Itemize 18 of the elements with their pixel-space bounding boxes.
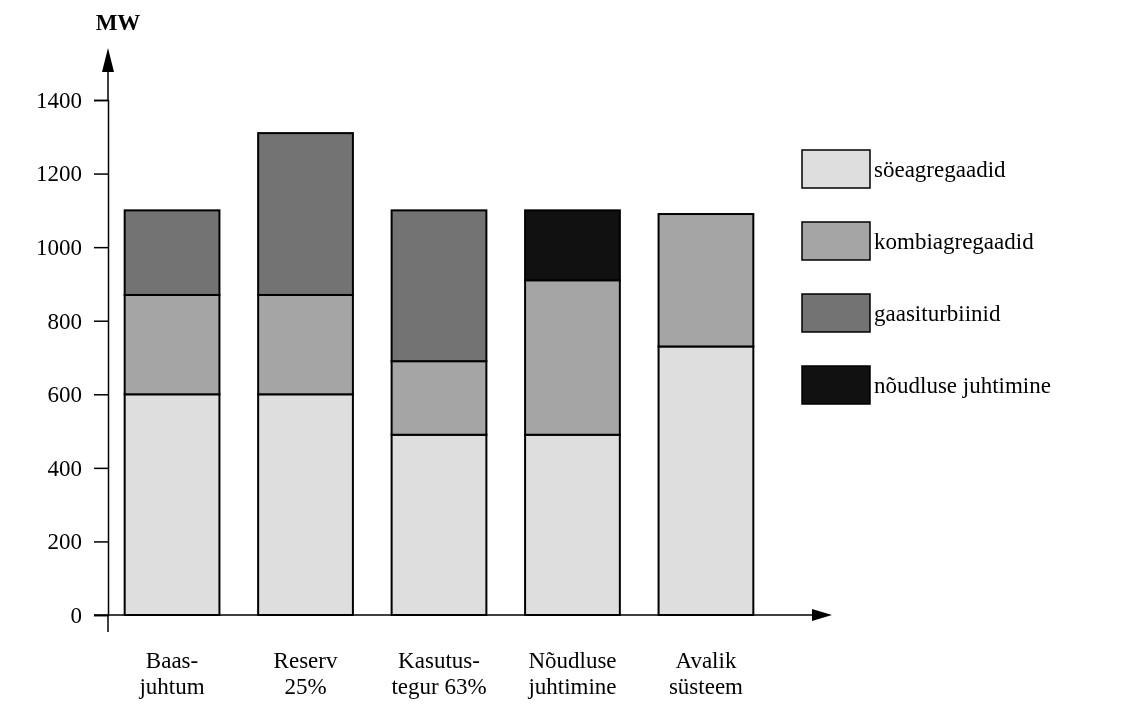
y-tick-label: 800 — [47, 308, 82, 334]
y-tick-label: 0 — [70, 602, 82, 628]
legend-label: gaasiturbiinid — [874, 301, 1001, 326]
y-tick-label: 200 — [47, 529, 82, 555]
y-tick-label: 1200 — [36, 161, 82, 187]
y-tick-label: 1400 — [36, 87, 82, 113]
x-tick-label: Kasutus- tegur 63% — [391, 648, 487, 699]
x-tick-label: Reserv 25% — [273, 648, 338, 699]
legend-label: söeagregaadid — [874, 157, 1007, 182]
x-tick-label: Baas- juhtum — [138, 648, 205, 699]
y-axis-title: MW — [95, 10, 141, 35]
y-tick-label: 600 — [47, 382, 82, 408]
y-tick-label: 1000 — [36, 235, 82, 260]
y-tick-label: 400 — [47, 455, 82, 481]
legend-label: kombiagregaadid — [874, 229, 1035, 254]
x-tick-label: Avalik süsteem — [668, 648, 744, 699]
legend-label: nõudluse juhtimine — [874, 373, 1051, 398]
x-tick-label: Nõudluse juhtimine — [527, 648, 617, 699]
